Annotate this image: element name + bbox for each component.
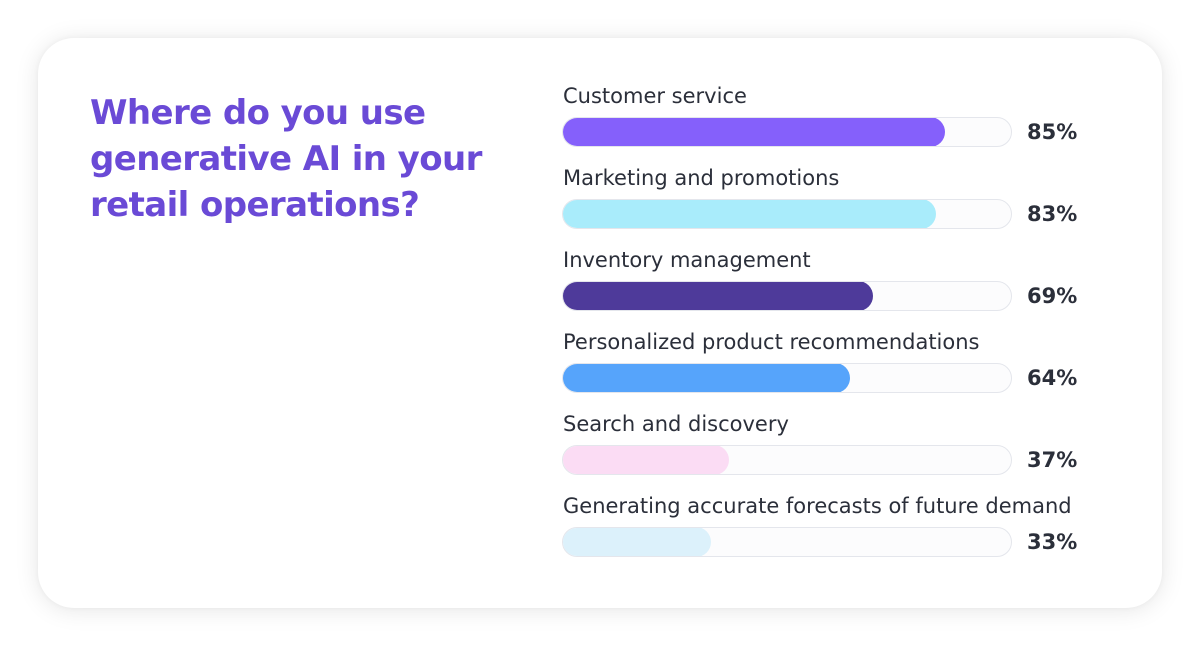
bar-value-label: 85% <box>1027 120 1078 144</box>
bar <box>563 282 873 310</box>
bar-track <box>562 445 1012 475</box>
bar-row: Marketing and promotions 83% <box>562 166 1102 238</box>
bar-row: Search and discovery 37% <box>562 412 1102 484</box>
bar-value-label: 33% <box>1027 530 1078 554</box>
bar-chart: Customer service 85% Marketing and promoti… <box>562 84 1102 574</box>
bar <box>563 446 729 474</box>
bar <box>563 364 850 392</box>
bar-row: Customer service 85% <box>562 84 1102 156</box>
bar-track <box>562 363 1012 393</box>
bar-value-label: 37% <box>1027 448 1078 472</box>
bar-track <box>562 281 1012 311</box>
bar-track <box>562 527 1012 557</box>
bar-value-label: 69% <box>1027 284 1078 308</box>
bar-row: Generating accurate forecasts of future … <box>562 494 1102 566</box>
bar-value-label: 64% <box>1027 366 1078 390</box>
bar-row: Personalized product recommendations 64% <box>562 330 1102 402</box>
bar <box>563 200 936 228</box>
bar-track <box>562 117 1012 147</box>
bar-label: Customer service <box>563 84 747 108</box>
bar-value-label: 83% <box>1027 202 1078 226</box>
bar-label: Marketing and promotions <box>563 166 840 190</box>
bar <box>563 528 711 556</box>
bar-row: Inventory management 69% <box>562 248 1102 320</box>
chart-card: Where do you use generative AI in your r… <box>38 38 1162 608</box>
chart-title: Where do you use generative AI in your r… <box>90 93 482 225</box>
bar-label: Search and discovery <box>563 412 789 436</box>
bar-label: Inventory management <box>563 248 811 272</box>
bar <box>563 118 945 146</box>
bar-track <box>562 199 1012 229</box>
bar-label: Generating accurate forecasts of future … <box>563 494 1072 518</box>
bar-label: Personalized product recommendations <box>563 330 980 354</box>
